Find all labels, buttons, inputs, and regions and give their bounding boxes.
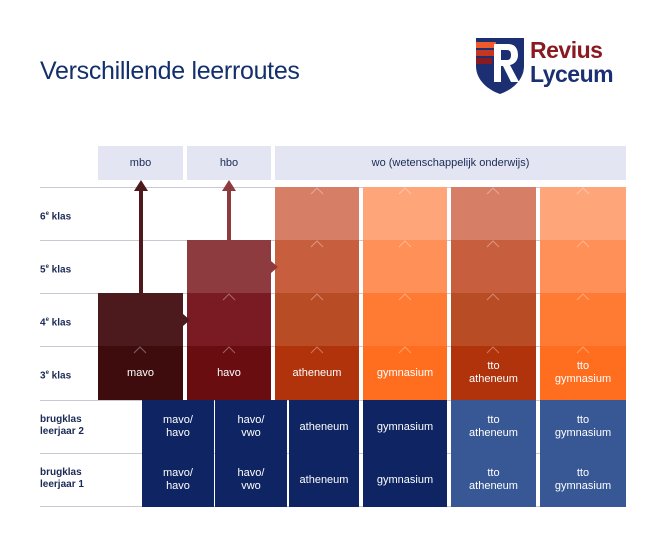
havo-5e-klas	[187, 240, 271, 294]
arrow-head-icon	[134, 180, 148, 191]
tto-atheneum-leerjaar-2: tto atheneum	[451, 400, 536, 454]
chevron-up-icon	[486, 346, 500, 354]
chevron-up-icon	[310, 187, 324, 195]
tto-atheneum-leerjaar-1: tto atheneum	[451, 453, 536, 507]
atheneum-leerjaar-2: atheneum	[289, 400, 359, 454]
chevron-up-icon	[398, 187, 412, 195]
chevron-up-icon	[222, 346, 236, 354]
row-label-brugklas-1: brugklas leerjaar 1	[40, 467, 84, 490]
label-mbo: mbo	[98, 146, 183, 180]
mavo-3e-klas: mavo	[98, 346, 183, 400]
mavo-to-mbo-arrow	[139, 190, 143, 294]
chevron-right-icon	[271, 261, 278, 273]
tto-gymnasium-leerjaar-2: tto gymnasium	[540, 400, 626, 454]
chevron-up-icon	[576, 346, 590, 354]
gymnasium-leerjaar-1: gymnasium	[363, 453, 447, 507]
notch-icon	[399, 181, 411, 187]
gymnasium-3e-klas: gymnasium	[363, 346, 447, 400]
havo-to-hbo-arrow	[227, 190, 231, 241]
tto-atheneum-3e-klas: tto atheneum	[451, 346, 536, 400]
arrow-head-icon	[222, 180, 236, 191]
chevron-up-icon	[222, 293, 236, 301]
chevron-up-icon	[486, 293, 500, 301]
gymnasium-5e-klas	[363, 240, 447, 294]
tto-atheneum-6e-klas	[451, 187, 536, 241]
tto-gymnasium-3e-klas: tto gymnasium	[540, 346, 626, 400]
page-title: Verschillende leerroutes	[40, 57, 300, 85]
chevron-right-icon	[183, 314, 190, 326]
tto-atheneum-4e-klas	[451, 293, 536, 347]
row-label-5e-klas: 5e klas	[40, 264, 72, 276]
chevron-up-icon	[310, 346, 324, 354]
tto-atheneum-5e-klas	[451, 240, 536, 294]
atheneum-5e-klas	[275, 240, 359, 294]
atheneum-6e-klas	[275, 187, 359, 241]
gymnasium-6e-klas	[363, 187, 447, 241]
notch-icon	[487, 181, 499, 187]
havo-4e-klas	[187, 293, 271, 347]
havo-3e-klas: havo	[187, 346, 271, 400]
gymnasium-4e-klas	[363, 293, 447, 347]
revius-lyceum-logo: Revius Lyceum	[474, 36, 634, 96]
logo-text-lyceum: Lyceum	[530, 61, 614, 87]
tto-gymnasium-6e-klas	[540, 187, 626, 241]
chevron-up-icon	[486, 187, 500, 195]
atheneum-3e-klas: atheneum	[275, 346, 359, 400]
havo-vwo-leerjaar-2: havo/vwo	[215, 400, 287, 454]
row-label-brugklas-2: brugklas leerjaar 2	[40, 414, 84, 437]
row-label-3e-klas: 3e klas	[40, 370, 72, 382]
row-label-4e-klas: 4e klas	[40, 317, 72, 329]
chevron-up-icon	[576, 293, 590, 301]
chevron-up-icon	[398, 240, 412, 248]
chevron-up-icon	[398, 346, 412, 354]
mavo-4e-klas	[98, 293, 183, 347]
chevron-up-icon	[310, 240, 324, 248]
logo-text-revius: Revius	[530, 37, 603, 63]
row-label-6e-klas: 6e klas	[40, 211, 72, 223]
label-hbo: hbo	[187, 146, 271, 180]
tto-gymnasium-5e-klas	[540, 240, 626, 294]
notch-icon	[311, 181, 323, 187]
havo-vwo-leerjaar-1: havo/vwo	[215, 453, 287, 507]
chevron-up-icon	[398, 293, 412, 301]
atheneum-4e-klas	[275, 293, 359, 347]
chevron-up-icon	[133, 346, 147, 354]
chevron-up-icon	[486, 240, 500, 248]
mavo-havo-leerjaar-1: mavo/havo	[142, 453, 214, 507]
shield-icon	[476, 38, 524, 94]
atheneum-leerjaar-1: atheneum	[289, 453, 359, 507]
chevron-up-icon	[576, 187, 590, 195]
chevron-up-icon	[576, 240, 590, 248]
tto-gymnasium-leerjaar-1: tto gymnasium	[540, 453, 626, 507]
label-wo: wo (wetenschappelijk onderwijs)	[275, 146, 626, 180]
notch-icon	[577, 181, 589, 187]
chevron-up-icon	[310, 293, 324, 301]
gymnasium-leerjaar-2: gymnasium	[363, 400, 447, 454]
tto-gymnasium-4e-klas	[540, 293, 626, 347]
mavo-havo-leerjaar-2: mavo/havo	[142, 400, 214, 454]
